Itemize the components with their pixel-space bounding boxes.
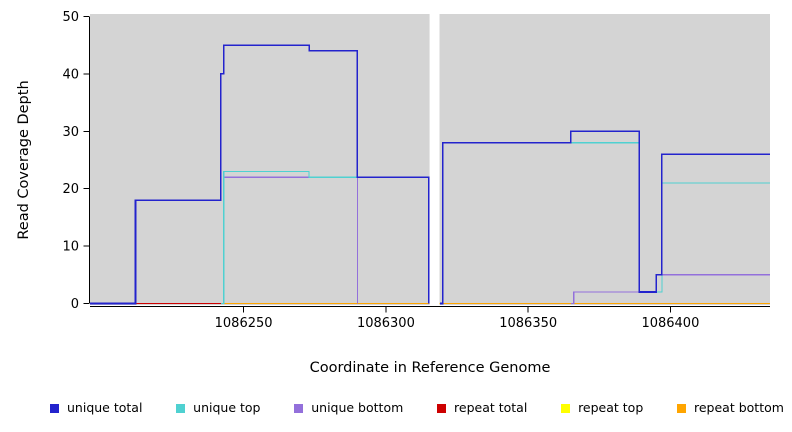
svg-text:0: 0 bbox=[71, 297, 79, 312]
legend-item: unique top bbox=[176, 399, 261, 415]
y-axis-label: Read Coverage Depth bbox=[16, 80, 32, 240]
chart-legend: unique total unique top unique bottom repea… bbox=[0, 397, 792, 419]
svg-text:40: 40 bbox=[62, 67, 79, 82]
x-axis-label: Coordinate in Reference Genome bbox=[309, 360, 551, 376]
legend-item: unique bottom bbox=[294, 399, 404, 415]
legend-label: repeat bottom bbox=[694, 399, 784, 415]
legend-label: unique bottom bbox=[311, 399, 404, 415]
legend-label: repeat top bbox=[578, 399, 644, 415]
svg-text:20: 20 bbox=[62, 182, 79, 197]
svg-text:30: 30 bbox=[62, 125, 79, 140]
svg-text:1086300: 1086300 bbox=[357, 316, 415, 331]
svg-text:1086250: 1086250 bbox=[215, 316, 273, 331]
svg-text:1086400: 1086400 bbox=[641, 316, 699, 331]
legend-color-swatch-icon bbox=[176, 403, 186, 413]
legend-item: unique total bbox=[50, 399, 143, 415]
legend-label: repeat total bbox=[454, 399, 528, 415]
legend-color-swatch-icon bbox=[437, 403, 447, 413]
svg-text:10: 10 bbox=[62, 240, 79, 255]
legend-item: repeat total bbox=[437, 399, 528, 415]
legend-label: unique top bbox=[193, 399, 261, 415]
legend-item: repeat bottom bbox=[677, 399, 784, 415]
svg-text:50: 50 bbox=[62, 10, 79, 25]
legend-color-swatch-icon bbox=[561, 403, 571, 413]
legend-color-swatch-icon bbox=[294, 403, 304, 413]
svg-text:1086350: 1086350 bbox=[499, 316, 557, 331]
legend-label: unique total bbox=[67, 399, 143, 415]
legend-color-swatch-icon bbox=[677, 403, 686, 413]
coverage-chart: 1086250 1086300 1086350 1086400 0 10 20 30 40 50 bbox=[62, 10, 770, 331]
legend-color-swatch-icon bbox=[50, 403, 59, 413]
legend-item: repeat top bbox=[561, 399, 644, 415]
